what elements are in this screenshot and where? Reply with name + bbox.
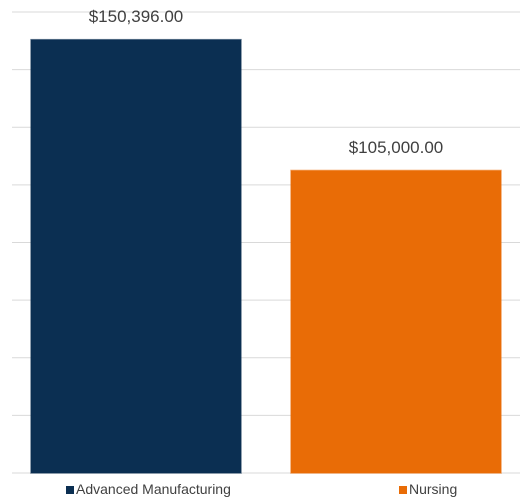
legend-swatch [399, 486, 407, 494]
legend-label: Nursing [409, 481, 457, 497]
bar [290, 169, 502, 474]
legend-label: Advanced Manufacturing [76, 481, 231, 497]
bar [30, 38, 242, 474]
value-label: $150,396.00 [89, 7, 184, 26]
value-label: $105,000.00 [349, 138, 444, 157]
legend-swatch [66, 486, 74, 494]
